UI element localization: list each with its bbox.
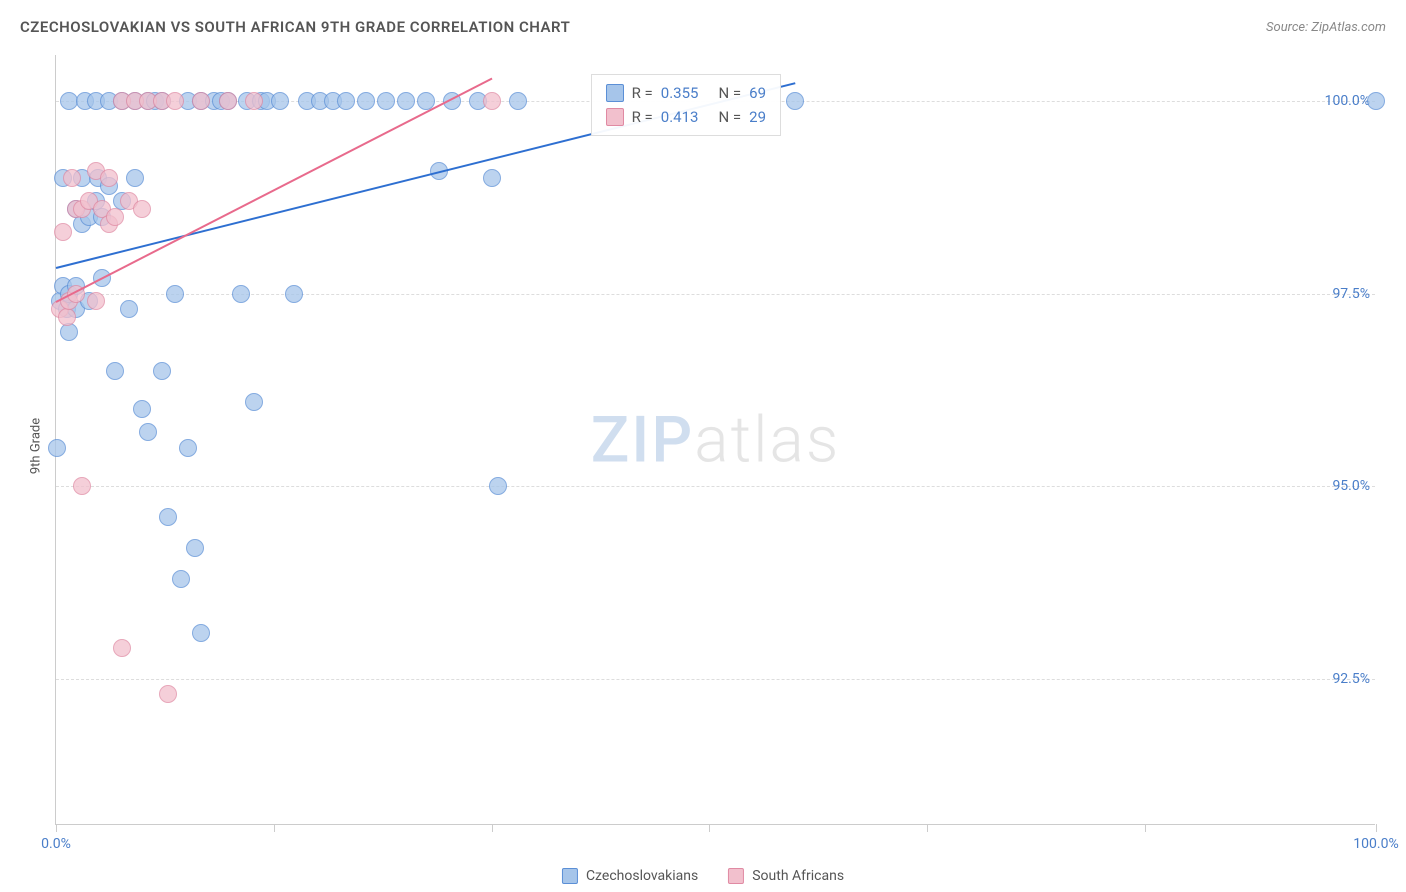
watermark: ZIPatlas: [591, 402, 841, 477]
legend-label: Czechoslovakians: [586, 868, 698, 884]
r-value: 0.355: [661, 81, 699, 105]
data-point: [179, 439, 197, 457]
y-tick-label: 97.5%: [1332, 286, 1380, 302]
data-point: [120, 300, 138, 318]
data-point: [139, 423, 157, 441]
data-point: [786, 92, 804, 110]
watermark-zip: ZIP: [591, 402, 695, 477]
gridline: [56, 486, 1375, 487]
data-point: [106, 362, 124, 380]
data-point: [87, 292, 105, 310]
data-point: [186, 539, 204, 557]
data-point: [153, 362, 171, 380]
gridline: [56, 679, 1375, 680]
gridline: [56, 294, 1375, 295]
data-point: [159, 685, 177, 703]
data-point: [285, 285, 303, 303]
x-tick: [709, 824, 710, 832]
data-point: [337, 92, 355, 110]
stats-legend-row: R = 0.355 N = 69: [606, 81, 766, 105]
x-tick: [274, 824, 275, 832]
source-label: Source: ZipAtlas.com: [1266, 20, 1386, 35]
y-tick-label: 92.5%: [1332, 671, 1380, 687]
x-tick: [1376, 824, 1377, 832]
data-point: [166, 285, 184, 303]
x-tick: [56, 824, 57, 832]
data-point: [192, 624, 210, 642]
data-point: [219, 92, 237, 110]
stats-legend: R = 0.355 N = 69 R = 0.413 N = 29: [591, 74, 781, 136]
data-point: [192, 92, 210, 110]
n-value: 29: [749, 105, 766, 129]
x-tick: [927, 824, 928, 832]
data-point: [245, 92, 263, 110]
data-point: [133, 200, 151, 218]
r-value: 0.413: [661, 105, 699, 129]
data-point: [126, 169, 144, 187]
data-point: [397, 92, 415, 110]
data-point: [73, 477, 91, 495]
data-point: [509, 92, 527, 110]
r-label: R =: [632, 105, 653, 129]
data-point: [271, 92, 289, 110]
data-point: [483, 169, 501, 187]
x-tick-label: 0.0%: [41, 836, 71, 852]
data-point: [159, 508, 177, 526]
data-point: [357, 92, 375, 110]
y-tick-label: 95.0%: [1332, 478, 1380, 494]
n-label: N =: [718, 105, 741, 129]
watermark-atlas: atlas: [694, 402, 840, 477]
n-label: N =: [718, 81, 741, 105]
data-point: [58, 308, 76, 326]
legend-swatch: [606, 108, 624, 126]
data-point: [100, 169, 118, 187]
x-tick-label: 100.0%: [1353, 836, 1398, 852]
chart-title: CZECHOSLOVAKIAN VS SOUTH AFRICAN 9TH GRA…: [20, 18, 570, 36]
data-point: [377, 92, 395, 110]
bottom-legend: Czechoslovakians South Africans: [562, 868, 844, 884]
r-label: R =: [632, 81, 653, 105]
data-point: [48, 439, 66, 457]
bottom-legend-item: South Africans: [728, 868, 844, 884]
trend-line: [56, 78, 493, 303]
y-axis-label: 9th Grade: [29, 418, 44, 474]
legend-swatch: [562, 868, 578, 884]
legend-swatch: [606, 84, 624, 102]
stats-legend-row: R = 0.413 N = 29: [606, 105, 766, 129]
bottom-legend-item: Czechoslovakians: [562, 868, 698, 884]
n-value: 69: [749, 81, 766, 105]
data-point: [232, 285, 250, 303]
data-point: [245, 393, 263, 411]
data-point: [489, 477, 507, 495]
data-point: [133, 400, 151, 418]
data-point: [1367, 92, 1385, 110]
chart-container: CZECHOSLOVAKIAN VS SOUTH AFRICAN 9TH GRA…: [0, 0, 1406, 892]
data-point: [166, 92, 184, 110]
data-point: [113, 639, 131, 657]
legend-swatch: [728, 868, 744, 884]
x-tick: [492, 824, 493, 832]
data-point: [483, 92, 501, 110]
data-point: [54, 223, 72, 241]
data-point: [60, 323, 78, 341]
data-point: [172, 570, 190, 588]
plot-area: ZIPatlas 92.5%95.0%97.5%100.0%0.0%100.0%…: [55, 55, 1375, 825]
data-point: [106, 208, 124, 226]
x-tick: [1145, 824, 1146, 832]
legend-label: South Africans: [752, 868, 844, 884]
data-point: [63, 169, 81, 187]
